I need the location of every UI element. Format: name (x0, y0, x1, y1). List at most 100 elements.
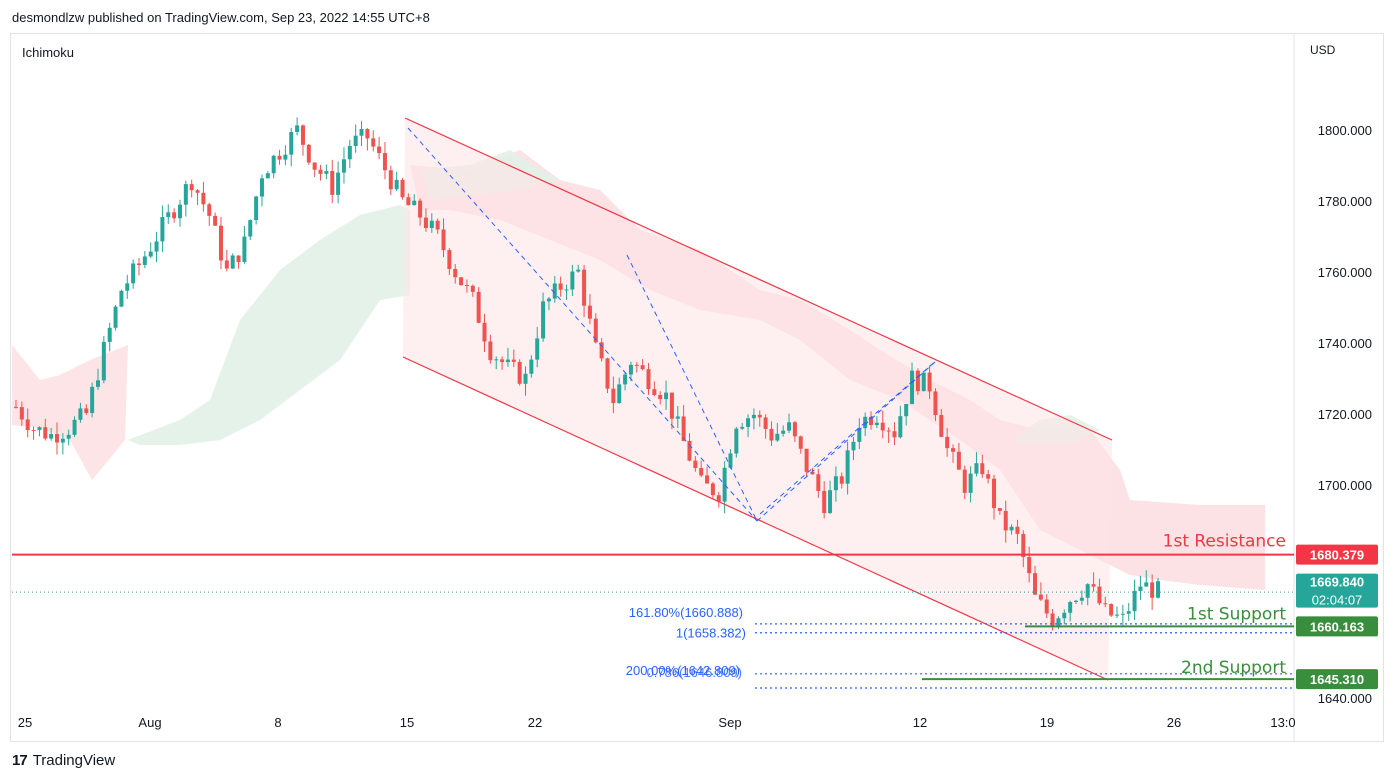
channel-upper-line[interactable] (404, 117, 1113, 441)
candle-body (986, 474, 991, 479)
candle-body (1056, 618, 1061, 628)
cloud-bull-segment (128, 205, 410, 445)
candle-body (177, 204, 182, 219)
candle-body (857, 428, 862, 442)
x-tick-label: 15 (400, 715, 414, 730)
zigzag-up-2[interactable] (759, 359, 938, 515)
chart-frame (10, 33, 1384, 742)
candle-body (839, 476, 844, 484)
candle-body (605, 358, 610, 389)
candle-body (652, 389, 657, 395)
candle-body (283, 154, 288, 160)
candle-body (289, 132, 294, 155)
indicator-label[interactable]: Ichimoku (22, 45, 75, 60)
candle-body (207, 204, 212, 216)
candle-body (828, 490, 833, 514)
candle-body (107, 327, 112, 342)
zigzag-down[interactable] (407, 127, 758, 522)
candle-body (904, 404, 909, 417)
candle-body (347, 145, 352, 160)
candle-body (956, 451, 961, 470)
candle-body (201, 192, 206, 205)
candle-body (769, 428, 774, 441)
fib-label-0786: 0.786(1646.809) (647, 665, 742, 680)
candle-body (1091, 584, 1096, 587)
candle-body (751, 414, 756, 419)
candle-body (974, 463, 979, 474)
zigzag-up[interactable] (756, 361, 936, 522)
candle-body (95, 380, 100, 387)
y-tick-label: 1780.000 (1318, 194, 1372, 209)
candle-body (60, 438, 65, 443)
candle-body (224, 260, 229, 269)
candle-body (113, 306, 118, 328)
candle-body (154, 241, 159, 252)
support2-tag-text: 1645.310 (1310, 672, 1364, 687)
candle-body (1126, 611, 1131, 614)
candle-body (693, 460, 698, 469)
candle-body (927, 372, 932, 392)
last-price-tag-text: 1669.840 (1310, 575, 1364, 590)
candle-body (523, 373, 528, 384)
candle-body (734, 428, 739, 454)
candle-body (505, 359, 510, 363)
last-price-tag-countdown: 02:04:07 (1312, 593, 1363, 608)
fib-label-1618: 161.80%(1660.888) (629, 605, 743, 620)
candle-body (423, 217, 428, 228)
candle-body (775, 433, 780, 441)
candle-body (341, 159, 346, 173)
support1-tag-bg (1296, 616, 1378, 637)
candle-body (997, 508, 1002, 511)
candle-body (371, 138, 376, 147)
footer-brand[interactable]: 17 TradingView (12, 752, 115, 769)
candle-body (236, 255, 241, 262)
candle-body (1144, 582, 1149, 587)
candle-body (874, 422, 879, 426)
candle-body (892, 431, 897, 438)
candle-body (851, 441, 856, 451)
candle-body (388, 170, 393, 190)
candle-body (72, 419, 77, 435)
time-axis[interactable]: 25 Aug 8 15 22 Sep 12 19 26 13:0 (18, 715, 1296, 730)
candle-body (992, 478, 997, 509)
candle-body (377, 146, 382, 154)
candle-body (160, 217, 165, 242)
candle-body (798, 436, 803, 449)
candle-body (447, 250, 452, 270)
tradingview-logo-icon: 17 (12, 752, 28, 769)
candle-body (1120, 613, 1125, 615)
candle-body (1003, 510, 1008, 531)
candle-body (1156, 581, 1160, 598)
candle-body (599, 342, 604, 359)
candle-body (90, 386, 95, 413)
candle-body (142, 256, 147, 265)
candle-body (271, 155, 276, 174)
candle-body (429, 220, 434, 228)
candle-body (54, 434, 59, 443)
candle-body (869, 416, 874, 426)
channel-lower-line[interactable] (402, 356, 1109, 681)
candle-body (464, 285, 469, 287)
candle-body (910, 370, 915, 405)
support2-tag-bg (1296, 669, 1378, 690)
candle-body (529, 359, 534, 374)
candle-body (277, 155, 282, 160)
candle-body (628, 364, 633, 375)
candle-body (172, 212, 177, 219)
candle-body (804, 448, 809, 472)
candle-body (699, 468, 704, 476)
x-tick-label: 26 (1167, 715, 1181, 730)
candle-body (746, 418, 751, 427)
candle-body (822, 490, 827, 514)
channel-fill (403, 118, 1112, 680)
candle-body (1097, 586, 1102, 604)
candle-body (1044, 599, 1049, 614)
candle-body (1068, 602, 1073, 613)
zigzag-down-2[interactable] (626, 254, 758, 522)
candle-body (131, 263, 136, 284)
resistance-tag-bg (1296, 544, 1378, 565)
candle-body (459, 277, 464, 286)
candle-body (119, 290, 124, 307)
candle-body (640, 365, 645, 370)
